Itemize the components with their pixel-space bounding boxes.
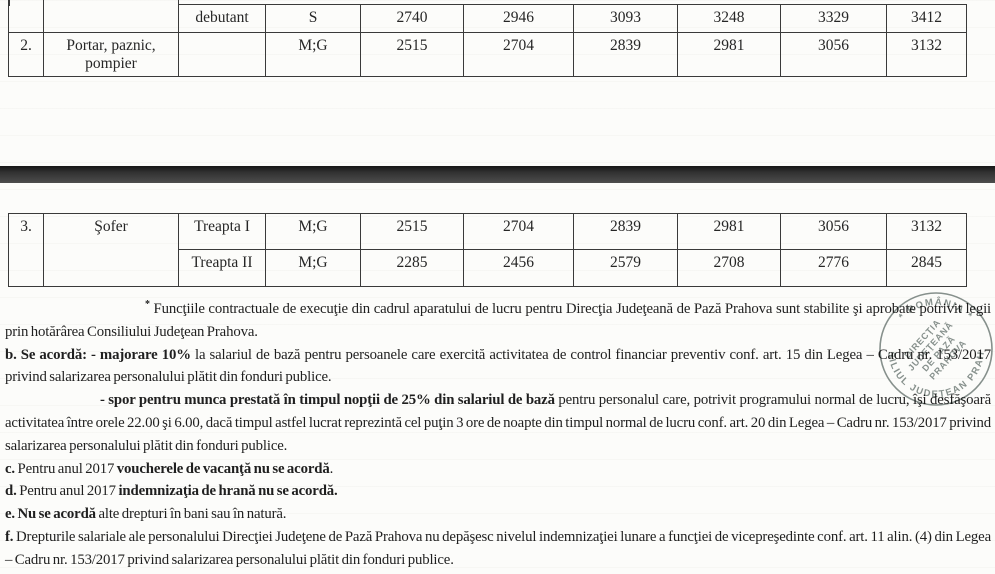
clause-f: f. Drepturile salariale ale personalului…	[5, 526, 991, 572]
table-edge-stub	[42, 0, 44, 6]
salary-value-cell: 2515	[360, 32, 464, 77]
clause-c-lead: c.	[5, 460, 15, 477]
clause-b: b. Se acordă: - majorare 10% la salariul…	[5, 344, 991, 390]
grade-cell: Treapta I	[178, 213, 266, 250]
salary-value-cell: 2839	[573, 32, 678, 77]
clause-f-text: Drepturile salariale ale personalului Di…	[5, 528, 991, 568]
salary-value-cell: 3329	[780, 4, 887, 33]
salary-value-cell: 3132	[886, 213, 967, 250]
salary-value-cell: 2704	[463, 32, 574, 77]
salary-value-cell: 2946	[463, 4, 574, 33]
clause-e: e. Nu se acordă alte drepturi în bani sa…	[5, 503, 991, 526]
grade-cell: Treapta II	[178, 249, 266, 287]
clause-e-bold: e. Nu se acordă	[5, 506, 96, 523]
table-cell	[8, 4, 44, 33]
night-bonus-text: pentru personalul care, potrivit program…	[5, 392, 991, 454]
salary-value-cell: 2839	[573, 213, 678, 250]
clause-c-end: .	[329, 460, 334, 477]
table-row: 2. Portar, paznic, pompier M;G 2515 2704…	[8, 32, 967, 77]
salary-value-cell: 2845	[886, 249, 967, 287]
footnote: * Funcţiile contractuale de execuţie din…	[5, 298, 991, 344]
row-number-cell: 2.	[8, 32, 44, 77]
salary-value-cell: 2740	[360, 4, 464, 33]
studii-cell: S	[265, 4, 361, 33]
salary-value-cell: 2704	[463, 213, 574, 250]
night-bonus-bold: - spor pentru munca prestată în timpul n…	[100, 392, 555, 409]
clause-c-text: Pentru anul 2017	[14, 460, 117, 477]
salary-value-cell: 2981	[677, 213, 781, 250]
clause-c-bold: voucherele de vacanţă nu se acordă	[116, 460, 330, 477]
table-row: Treapta II M;G 2285 2456 2579 2708 2776 …	[9, 249, 967, 287]
table-row: debutant S 2740 2946 3093 3248 3329 3412	[8, 4, 967, 33]
salary-value-cell: 2515	[360, 213, 464, 250]
salary-value-cell: 2776	[780, 249, 887, 287]
salary-value-cell: 3093	[573, 4, 678, 33]
grade-cell: debutant	[178, 4, 266, 33]
studii-cell: M;G	[265, 213, 361, 250]
clause-c: c. Pentru anul 2017 voucherele de vacanţ…	[5, 458, 991, 481]
official-stamp: * ROMÂNIA * CONSILIUL JUDEŢEAN PRAHOVA D…	[876, 289, 993, 406]
row-number-cell: 3.	[8, 213, 44, 287]
clause-b-night-bonus: - spor pentru munca prestată în timpul n…	[5, 389, 991, 457]
clause-d-text: Pentru anul 2017	[16, 483, 119, 500]
salary-value-cell: 3412	[886, 4, 967, 33]
footnote-asterisk: *	[145, 299, 150, 311]
table-row: 3. Şofer Treapta I M;G 2515 2704 2839 29…	[8, 213, 967, 287]
salary-table-lower: 3. Şofer Treapta I M;G 2515 2704 2839 29…	[8, 213, 967, 287]
footnote-text: Funcţiile contractuale de execuţie din c…	[5, 301, 991, 340]
salary-value-cell: 2579	[573, 249, 678, 287]
salary-value-cell: 2708	[677, 249, 781, 287]
stamp-outer-ring	[879, 292, 993, 406]
salary-value-cell: 3056	[780, 213, 887, 250]
function-name-cell: Şofer	[43, 213, 179, 287]
clause-f-lead: f.	[5, 528, 14, 545]
salary-value-cell: 3248	[677, 4, 781, 33]
studii-cell: M;G	[265, 32, 361, 77]
function-name-cell: Portar, paznic, pompier	[43, 32, 179, 77]
table-cell	[43, 4, 179, 33]
salary-value-cell: 2456	[463, 249, 574, 287]
clause-d: d. Pentru anul 2017 indemnizaţia de hran…	[5, 480, 991, 503]
clause-d-bold: indemnizaţia de hrană nu se acordă.	[118, 483, 338, 500]
salary-value-cell: 2285	[360, 249, 464, 287]
table-edge-stub	[177, 0, 179, 6]
grade-cell	[178, 32, 266, 77]
clause-b-text: la salariul de bază pentru persoanele ca…	[5, 346, 991, 386]
clause-e-text: alte drepturi în bani sau în natură.	[95, 506, 287, 523]
salary-value-cell: 3132	[886, 32, 967, 77]
notes-section: * Funcţiile contractuale de execuţie din…	[5, 298, 991, 572]
table-edge-stub	[8, 0, 10, 6]
redaction-bar	[0, 166, 995, 183]
salary-table-upper: debutant S 2740 2946 3093 3248 3329 3412…	[8, 4, 967, 77]
clause-d-lead: d.	[5, 483, 17, 500]
studii-cell: M;G	[265, 249, 361, 287]
salary-value-cell: 2981	[677, 32, 781, 77]
stamp-center-text: DIRECŢIA JUDEŢEANĂ DE PAZĂ PRAHOVA	[898, 310, 974, 387]
clause-b-bold: b. Se acordă: - majorare 10%	[5, 346, 191, 363]
salary-value-cell: 3056	[780, 32, 887, 77]
